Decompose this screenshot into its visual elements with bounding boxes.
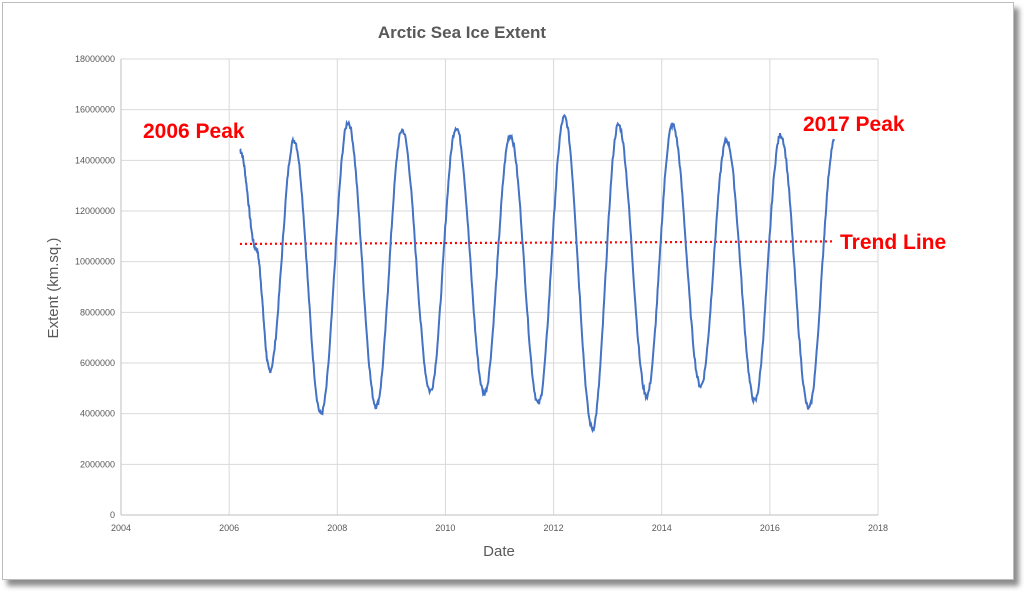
series-line-extent: [239, 113, 835, 434]
y-axis-title: Extent (km.sq.): [45, 238, 62, 339]
annotation-2017-peak: 2017 Peak: [803, 113, 905, 136]
axes: [120, 59, 878, 516]
y-tick-label: 0: [110, 510, 115, 520]
y-tick-label: 6000000: [80, 358, 115, 368]
x-axis-title: Date: [483, 543, 515, 560]
y-tick-label: 16000000: [75, 105, 115, 115]
annotation-2006-peak: 2006 Peak: [143, 120, 245, 143]
x-tick-label: 2012: [544, 523, 564, 533]
chart-title: Arctic Sea Ice Extent: [378, 23, 547, 42]
y-tick-label: 2000000: [80, 459, 115, 469]
line-chart: 0 2000000 4000000 6000000 8000000 10000000 120…: [45, 23, 946, 560]
x-tick-label: 2016: [760, 523, 780, 533]
trend-line: [239, 240, 835, 246]
y-tick-label: 18000000: [75, 54, 115, 64]
x-tick-label: 2018: [868, 523, 888, 533]
x-tick-label: 2010: [435, 523, 455, 533]
y-tick-label: 14000000: [75, 155, 115, 165]
x-tick-label: 2004: [111, 523, 131, 533]
chart-frame: 0 2000000 4000000 6000000 8000000 10000000 120…: [2, 2, 1014, 580]
tick-labels: 0 2000000 4000000 6000000 8000000 10000000 120…: [75, 54, 888, 533]
x-tick-label: 2008: [327, 523, 347, 533]
x-tick-label: 2014: [652, 523, 672, 533]
annotation-trend-line: Trend Line: [840, 231, 946, 254]
y-tick-label: 8000000: [80, 307, 115, 317]
x-tick-label: 2006: [219, 523, 239, 533]
y-tick-label: 12000000: [75, 206, 115, 216]
y-tick-label: 10000000: [75, 257, 115, 267]
y-tick-label: 4000000: [80, 409, 115, 419]
